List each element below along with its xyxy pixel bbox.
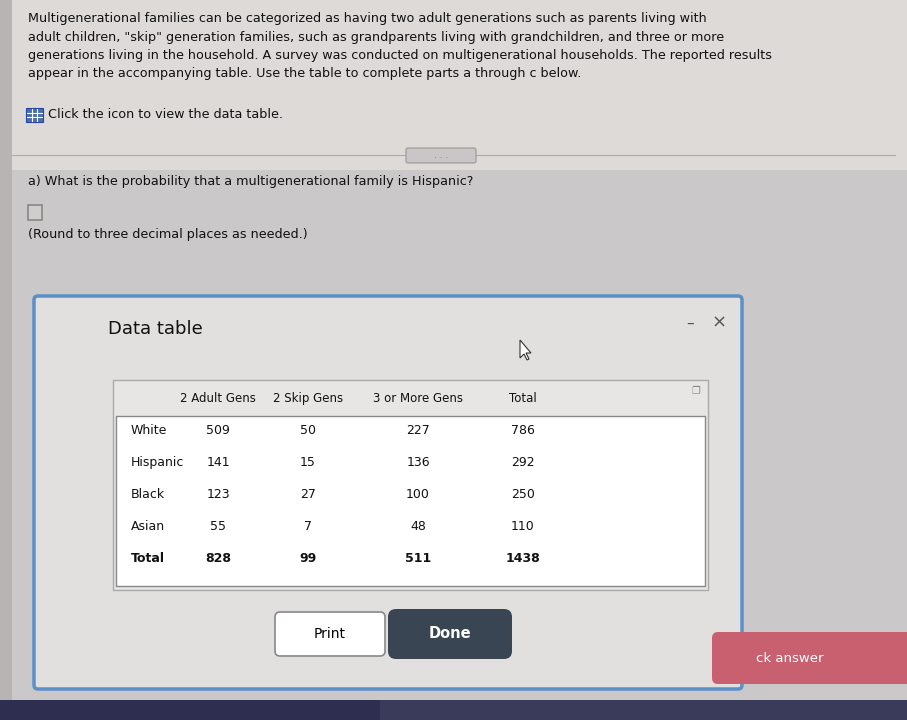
FancyBboxPatch shape bbox=[34, 296, 742, 689]
Text: 100: 100 bbox=[406, 488, 430, 501]
Text: 2 Adult Gens: 2 Adult Gens bbox=[180, 392, 256, 405]
Text: Hispanic: Hispanic bbox=[131, 456, 184, 469]
FancyBboxPatch shape bbox=[28, 205, 42, 220]
Text: a) What is the probability that a multigenerational family is Hispanic?: a) What is the probability that a multig… bbox=[28, 175, 473, 188]
Text: 27: 27 bbox=[300, 488, 316, 501]
Text: 1438: 1438 bbox=[505, 552, 541, 565]
Text: Click the icon to view the data table.: Click the icon to view the data table. bbox=[48, 109, 283, 122]
Text: Data table: Data table bbox=[108, 320, 203, 338]
FancyBboxPatch shape bbox=[0, 700, 380, 720]
Text: 136: 136 bbox=[406, 456, 430, 469]
FancyBboxPatch shape bbox=[406, 148, 476, 163]
FancyBboxPatch shape bbox=[712, 632, 907, 684]
Text: Asian: Asian bbox=[131, 520, 165, 533]
Text: 141: 141 bbox=[206, 456, 229, 469]
Text: 48: 48 bbox=[410, 520, 426, 533]
Text: 7: 7 bbox=[304, 520, 312, 533]
Text: 292: 292 bbox=[512, 456, 535, 469]
Text: 15: 15 bbox=[300, 456, 316, 469]
FancyBboxPatch shape bbox=[26, 108, 43, 122]
Text: 227: 227 bbox=[406, 424, 430, 437]
Text: 55: 55 bbox=[210, 520, 226, 533]
FancyBboxPatch shape bbox=[0, 700, 907, 720]
Text: White: White bbox=[131, 424, 168, 437]
Text: 110: 110 bbox=[512, 520, 535, 533]
Text: ❐: ❐ bbox=[691, 386, 700, 396]
Text: 250: 250 bbox=[511, 488, 535, 501]
Text: ×: × bbox=[712, 314, 727, 332]
Text: Done: Done bbox=[429, 626, 472, 642]
FancyBboxPatch shape bbox=[275, 612, 385, 656]
FancyBboxPatch shape bbox=[116, 416, 705, 586]
Text: 786: 786 bbox=[511, 424, 535, 437]
Text: Total: Total bbox=[131, 552, 165, 565]
Text: Black: Black bbox=[131, 488, 165, 501]
Text: . . .: . . . bbox=[434, 151, 448, 160]
Text: 123: 123 bbox=[206, 488, 229, 501]
Text: Total: Total bbox=[509, 392, 537, 405]
FancyBboxPatch shape bbox=[388, 609, 512, 659]
Text: Print: Print bbox=[314, 627, 346, 641]
Text: ck answer: ck answer bbox=[756, 652, 824, 665]
Text: 511: 511 bbox=[405, 552, 431, 565]
Text: 509: 509 bbox=[206, 424, 230, 437]
Text: 828: 828 bbox=[205, 552, 231, 565]
FancyBboxPatch shape bbox=[0, 0, 12, 700]
Text: 50: 50 bbox=[300, 424, 316, 437]
Text: Multigenerational families can be categorized as having two adult generations su: Multigenerational families can be catego… bbox=[28, 12, 772, 81]
FancyBboxPatch shape bbox=[113, 380, 708, 590]
Text: –: – bbox=[686, 316, 694, 331]
Polygon shape bbox=[520, 340, 531, 360]
Text: (Round to three decimal places as needed.): (Round to three decimal places as needed… bbox=[28, 228, 307, 241]
FancyBboxPatch shape bbox=[0, 0, 907, 170]
Text: 99: 99 bbox=[299, 552, 317, 565]
Text: 2 Skip Gens: 2 Skip Gens bbox=[273, 392, 343, 405]
FancyBboxPatch shape bbox=[0, 170, 907, 720]
Text: 3 or More Gens: 3 or More Gens bbox=[373, 392, 463, 405]
